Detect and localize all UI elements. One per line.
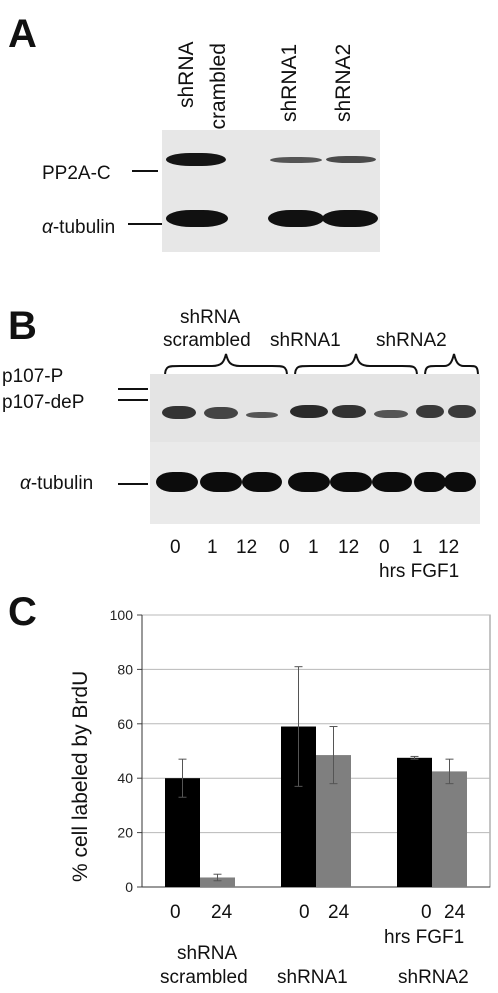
y-tick-label-0: 0 <box>125 879 133 895</box>
caption-hrs-fgf1-b: hrs FGF1 <box>379 561 460 582</box>
band-pp2a-shrna2 <box>326 156 376 163</box>
panel-a-letter: A <box>8 12 37 56</box>
time-label-b-7: 0 <box>379 537 390 558</box>
caption-hrs-fgf1-c: hrs FGF1 <box>384 927 465 948</box>
lane-label-shrna2: shRNA2 <box>332 43 355 122</box>
band-p107-8 <box>416 405 444 418</box>
label-tubulin-a: α-tubulin <box>42 217 116 238</box>
group-braces-b <box>164 353 479 377</box>
blot-a <box>162 130 380 252</box>
band-p107-7 <box>380 405 381 406</box>
time-label-b-1: 0 <box>170 537 181 558</box>
blot-b-p107 <box>150 374 480 442</box>
band-tub-b-1 <box>156 472 198 492</box>
band-tubulin-a-shrna2 <box>322 210 378 227</box>
label-tubulin-b: α-tubulin <box>20 473 94 494</box>
marker-tubulin-b <box>118 483 148 485</box>
band-tub-b-4 <box>288 472 330 492</box>
time-label-b-6: 12 <box>338 537 360 558</box>
group-label-shrna1-c: shRNA1 <box>277 967 348 988</box>
band-pp2a-shrna1 <box>270 157 322 163</box>
marker-p107-dep <box>118 399 148 401</box>
brdu-bar-chart: 0 20 40 60 80 100 <box>110 607 491 895</box>
band-tub-b-2 <box>200 472 242 492</box>
blot-b-tubulin <box>150 442 480 524</box>
y-tick-label-60: 60 <box>117 716 133 732</box>
lane-label-shrna1: shRNA1 <box>278 43 301 122</box>
band-p107-9 <box>448 405 476 418</box>
chart-ylabel: % cell labeled by BrdU <box>69 670 92 882</box>
y-tick-label-80: 80 <box>117 661 133 677</box>
time-label-b-4: 0 <box>279 537 290 558</box>
band-tub-b-7 <box>414 472 446 492</box>
marker-p107-p <box>118 388 148 390</box>
band-p107-6 <box>374 410 408 418</box>
y-tick-label-100: 100 <box>110 607 134 623</box>
panel-c-letter: C <box>8 590 37 634</box>
panel-b-letter: B <box>8 304 37 348</box>
brace-shrna2 <box>424 353 479 377</box>
group-label-shrna1-b: shRNA1 <box>270 330 341 351</box>
time-label-c-6: 24 <box>444 902 466 923</box>
group-label-scrambled-b: scrambled <box>163 330 251 351</box>
band-tub-b-5 <box>330 472 372 492</box>
bar-2-t0 <box>397 757 432 887</box>
time-label-b-9: 12 <box>438 537 460 558</box>
group-label-scrambled-c: scrambled <box>160 967 248 988</box>
band-p107-3 <box>246 412 278 418</box>
y-tick-label-20: 20 <box>117 825 133 841</box>
group-label-shrna2-b: shRNA2 <box>376 330 447 351</box>
marker-tubulin-a <box>128 223 162 225</box>
group-label-shrna-b: shRNA <box>180 307 241 328</box>
brace-scrambled <box>164 353 288 377</box>
bar-2-t24 <box>432 771 467 887</box>
label-p107-p: p107-P <box>2 366 64 387</box>
time-label-c-5: 0 <box>421 902 432 923</box>
time-label-b-8: 1 <box>412 537 423 558</box>
band-tub-b-6 <box>372 472 412 492</box>
band-tubulin-a-shrna1 <box>268 210 324 227</box>
y-tick-label-40: 40 <box>117 770 133 786</box>
lane-label-shrna: shRNA <box>175 41 198 108</box>
group-label-shrna2-c: shRNA2 <box>398 967 469 988</box>
time-label-b-5: 1 <box>308 537 319 558</box>
bar-0-t24 <box>200 877 235 887</box>
band-p107-2 <box>204 407 238 419</box>
band-p107-4 <box>290 405 328 418</box>
group-label-shrna-c: shRNA <box>177 943 238 964</box>
time-label-b-2: 1 <box>207 537 218 558</box>
lane-label-scrambled: scrambled <box>207 43 230 140</box>
band-tubulin-a-scrambled <box>166 210 228 227</box>
band-tub-b-8 <box>444 472 476 492</box>
band-p107-1 <box>162 406 196 419</box>
time-label-b-3: 12 <box>236 537 258 558</box>
label-pp2a-c: PP2A-C <box>42 163 111 184</box>
time-label-c-2: 24 <box>211 902 233 923</box>
band-p107-5 <box>332 405 366 418</box>
time-label-c-3: 0 <box>299 902 310 923</box>
time-label-c-4: 24 <box>328 902 350 923</box>
marker-pp2a <box>132 170 158 172</box>
band-tub-b-3 <box>242 472 282 492</box>
time-label-c-1: 0 <box>170 902 181 923</box>
band-pp2a-scrambled <box>166 153 226 166</box>
brace-shrna1 <box>294 353 418 377</box>
label-p107-dep: p107-deP <box>2 392 85 413</box>
